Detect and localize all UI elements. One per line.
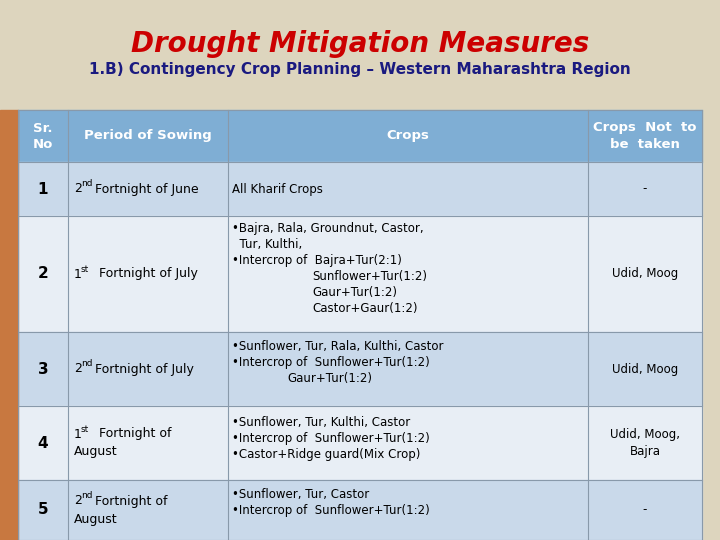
Text: •Intercrop of  Sunflower+Tur(1:2): •Intercrop of Sunflower+Tur(1:2) bbox=[232, 432, 430, 445]
Text: •Sunflower, Tur, Rala, Kulthi, Castor: •Sunflower, Tur, Rala, Kulthi, Castor bbox=[232, 340, 444, 353]
Text: 1.B) Contingency Crop Planning – Western Maharashtra Region: 1.B) Contingency Crop Planning – Western… bbox=[89, 62, 631, 77]
Text: •Sunflower, Tur, Kulthi, Castor: •Sunflower, Tur, Kulthi, Castor bbox=[232, 416, 410, 429]
Text: Fortnight of July: Fortnight of July bbox=[91, 267, 198, 280]
Text: Udid, Moog,
Bajra: Udid, Moog, Bajra bbox=[610, 428, 680, 458]
Text: Sr.
No: Sr. No bbox=[33, 122, 53, 151]
Text: Crops  Not  to
be  taken: Crops Not to be taken bbox=[593, 122, 697, 151]
Text: •Sunflower, Tur, Castor: •Sunflower, Tur, Castor bbox=[232, 488, 369, 501]
Bar bbox=[18, 332, 702, 406]
Text: Tur, Kulthi,: Tur, Kulthi, bbox=[232, 238, 302, 251]
Text: •Intercrop of  Sunflower+Tur(1:2): •Intercrop of Sunflower+Tur(1:2) bbox=[232, 504, 430, 517]
Text: Castor+Gaur(1:2): Castor+Gaur(1:2) bbox=[312, 302, 418, 315]
Text: Period of Sowing: Period of Sowing bbox=[84, 130, 212, 143]
Text: 2: 2 bbox=[74, 495, 82, 508]
Bar bbox=[18, 162, 702, 216]
Text: -: - bbox=[643, 503, 647, 516]
Text: 2: 2 bbox=[74, 362, 82, 375]
Text: Udid, Moog: Udid, Moog bbox=[612, 267, 678, 280]
Bar bbox=[18, 216, 702, 332]
Text: -: - bbox=[643, 183, 647, 195]
Text: Gaur+Tur(1:2): Gaur+Tur(1:2) bbox=[312, 286, 397, 299]
Text: nd: nd bbox=[81, 491, 92, 501]
Text: st: st bbox=[81, 424, 89, 434]
Text: Fortnight of: Fortnight of bbox=[91, 428, 171, 441]
Text: August: August bbox=[74, 446, 117, 458]
Text: 1: 1 bbox=[74, 428, 82, 441]
Text: Drought Mitigation Measures: Drought Mitigation Measures bbox=[131, 30, 589, 58]
Text: Fortnight of June: Fortnight of June bbox=[91, 183, 199, 195]
Text: •Intercrop of  Bajra+Tur(2:1): •Intercrop of Bajra+Tur(2:1) bbox=[232, 254, 402, 267]
Text: Crops: Crops bbox=[387, 130, 429, 143]
Text: st: st bbox=[81, 265, 89, 273]
Text: 5: 5 bbox=[37, 503, 48, 517]
Text: August: August bbox=[74, 512, 117, 525]
Bar bbox=[0, 110, 18, 540]
Bar bbox=[18, 480, 702, 540]
Text: nd: nd bbox=[81, 179, 92, 188]
Bar bbox=[18, 110, 702, 162]
Text: •Castor+Ridge guard(Mix Crop): •Castor+Ridge guard(Mix Crop) bbox=[232, 448, 420, 461]
Text: 2: 2 bbox=[74, 183, 82, 195]
Text: •Bajra, Rala, Groundnut, Castor,: •Bajra, Rala, Groundnut, Castor, bbox=[232, 222, 423, 235]
Text: 2: 2 bbox=[37, 267, 48, 281]
Text: Fortnight of July: Fortnight of July bbox=[91, 362, 194, 375]
Text: 3: 3 bbox=[37, 361, 48, 376]
Text: 1: 1 bbox=[74, 267, 82, 280]
Text: •Intercrop of  Sunflower+Tur(1:2): •Intercrop of Sunflower+Tur(1:2) bbox=[232, 356, 430, 369]
Text: Udid, Moog: Udid, Moog bbox=[612, 362, 678, 375]
Text: Sunflower+Tur(1:2): Sunflower+Tur(1:2) bbox=[312, 270, 427, 283]
Bar bbox=[18, 406, 702, 480]
Text: Fortnight of: Fortnight of bbox=[91, 495, 168, 508]
Text: 1: 1 bbox=[37, 181, 48, 197]
Text: Gaur+Tur(1:2): Gaur+Tur(1:2) bbox=[287, 372, 372, 385]
Text: All Kharif Crops: All Kharif Crops bbox=[232, 183, 323, 195]
Text: nd: nd bbox=[81, 360, 92, 368]
Text: 4: 4 bbox=[37, 435, 48, 450]
